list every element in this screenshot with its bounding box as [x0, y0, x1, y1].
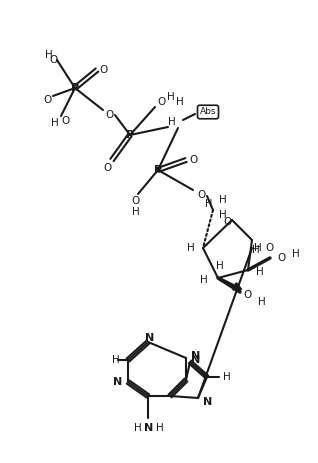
Text: H: H	[292, 249, 300, 259]
Text: O: O	[157, 97, 165, 107]
Text: O: O	[190, 155, 198, 165]
Text: H: H	[256, 267, 264, 277]
Text: H: H	[156, 423, 164, 433]
Text: O: O	[106, 110, 114, 120]
Text: N: N	[204, 397, 213, 407]
Text: H: H	[132, 207, 140, 217]
Text: H: H	[167, 92, 175, 102]
Text: H: H	[51, 118, 59, 128]
Text: O: O	[104, 163, 112, 173]
Text: H: H	[112, 355, 120, 365]
Text: O: O	[61, 116, 69, 126]
Text: N: N	[144, 423, 154, 433]
Text: H: H	[134, 423, 142, 433]
Text: H: H	[223, 372, 231, 382]
Text: O: O	[100, 65, 108, 75]
Text: H: H	[219, 195, 227, 205]
Text: H: H	[252, 245, 260, 255]
Text: N: N	[191, 351, 201, 361]
Text: P: P	[154, 165, 162, 175]
Text: O: O	[244, 290, 252, 300]
Text: H: H	[45, 50, 53, 60]
Text: H: H	[200, 275, 208, 285]
Text: H: H	[219, 210, 227, 220]
Text: H: H	[258, 297, 266, 307]
Text: N: N	[191, 355, 201, 365]
Text: Abs: Abs	[200, 107, 216, 117]
Text: H: H	[168, 117, 176, 127]
Text: H: H	[205, 199, 213, 209]
Text: O: O	[43, 95, 51, 105]
Text: H: H	[254, 243, 262, 253]
Text: O: O	[132, 196, 140, 206]
Text: O: O	[266, 243, 274, 253]
Text: O: O	[49, 55, 57, 65]
Text: O: O	[224, 217, 232, 227]
Text: P: P	[71, 83, 79, 93]
Text: P: P	[126, 130, 134, 140]
Text: N: N	[114, 377, 123, 387]
Text: N: N	[145, 333, 155, 343]
Text: H: H	[187, 243, 195, 253]
Text: O: O	[197, 190, 205, 200]
Text: O: O	[278, 253, 286, 263]
Text: H: H	[176, 97, 184, 107]
Text: H: H	[216, 261, 224, 271]
